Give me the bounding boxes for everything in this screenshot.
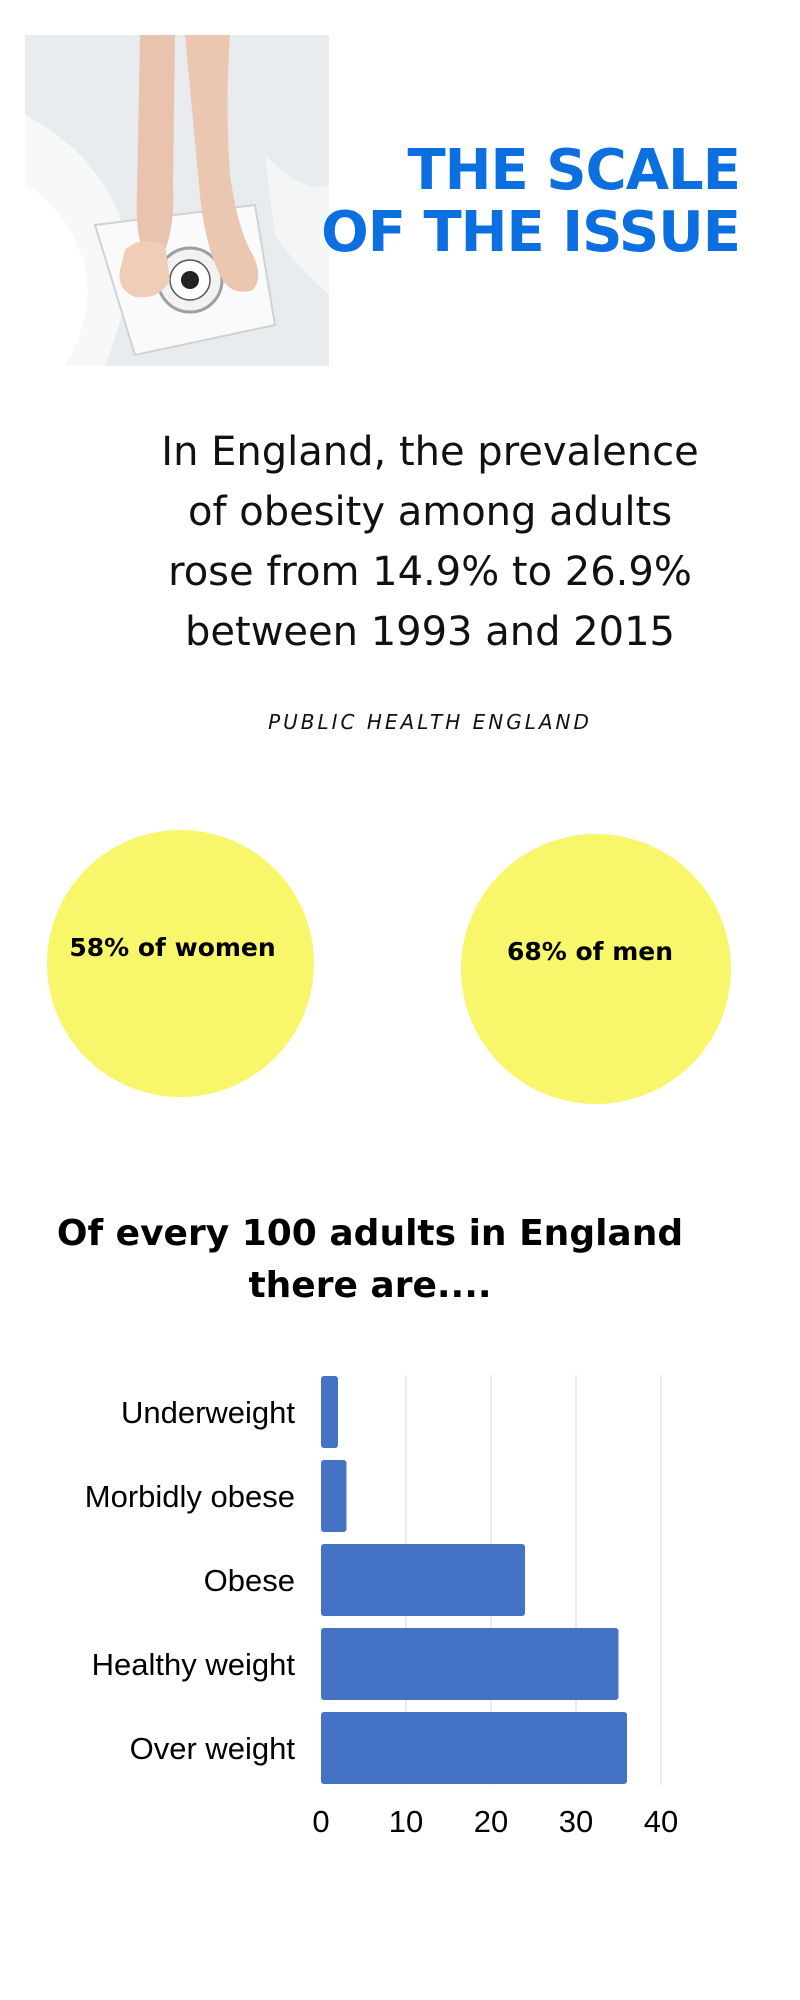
page-title: THE SCALE OF THE ISSUE (320, 138, 741, 265)
statement-line-3: rose from 14.9% to 26.9% (168, 549, 692, 595)
page-title-line-1: THE SCALE (407, 138, 741, 203)
x-tick-label-40: 40 (644, 1804, 678, 1839)
x-tick-label-30: 30 (559, 1804, 593, 1839)
chart-heading-line-2: there are.... (248, 1265, 492, 1306)
category-label-healthy-weight: Healthy weight (92, 1647, 296, 1682)
x-tick-label-0: 0 (312, 1804, 329, 1839)
feet-on-bathroom-scale-icon (25, 35, 329, 366)
category-label-morbidly-obese: Morbidly obese (85, 1479, 295, 1514)
category-label-obese: Obese (204, 1563, 295, 1598)
x-tick-label-20: 20 (474, 1804, 508, 1839)
category-label-underweight: Underweight (121, 1395, 295, 1430)
obesity-prevalence-statement: In England, the prevalence of obesity am… (130, 422, 730, 662)
statement-line-4: between 1993 and 2015 (185, 609, 675, 655)
bar-morbidly-obese (321, 1460, 347, 1532)
bar-obese (321, 1544, 525, 1616)
bar-underweight (321, 1376, 338, 1448)
category-label-over-weight: Over weight (130, 1731, 296, 1766)
chart-heading: Of every 100 adults in England there are… (50, 1208, 690, 1312)
men-stat-circle: 68% of men (461, 834, 731, 1104)
women-stat-label: 58% of women (69, 933, 276, 962)
women-stat-circle: 58% of women (47, 830, 314, 1097)
statement-line-2: of obesity among adults (187, 489, 673, 535)
bar-over-weight (321, 1712, 627, 1784)
scale-photo (25, 35, 329, 366)
page-title-line-2: OF THE ISSUE (321, 200, 741, 265)
men-stat-label: 68% of men (506, 937, 674, 966)
chart-heading-line-1: Of every 100 adults in England (56, 1213, 684, 1254)
statement-line-1: In England, the prevalence (161, 429, 699, 475)
x-tick-label-10: 10 (389, 1804, 423, 1839)
source-attribution: PUBLIC HEALTH ENGLAND (268, 710, 592, 734)
bar-healthy-weight (321, 1628, 619, 1700)
